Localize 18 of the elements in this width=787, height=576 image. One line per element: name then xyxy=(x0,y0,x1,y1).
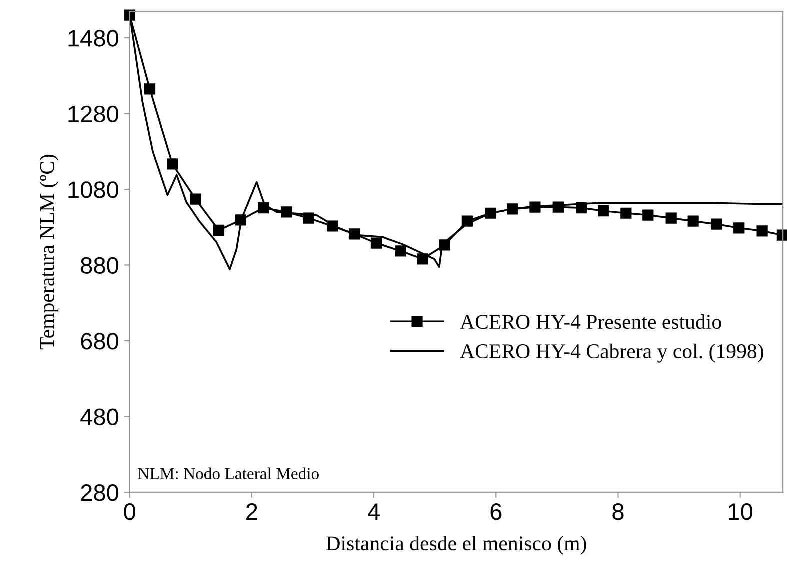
x-tick-label: 2 xyxy=(246,504,258,520)
y-tick-label: 1080 xyxy=(68,182,119,198)
x-tick-label: 0 xyxy=(124,504,136,520)
y-tick-label: 480 xyxy=(80,408,119,426)
x-tick-label: 6 xyxy=(490,504,502,520)
x-axis-title: Distancia desde el menisco (m) xyxy=(326,536,586,555)
y-tick-label: 280 xyxy=(81,484,119,502)
y-tick-label: 1480 xyxy=(68,30,119,47)
y-tick-label: 880 xyxy=(81,257,119,274)
legend-label: ACERO HY-4 Presente estudio xyxy=(460,314,722,330)
y-tick-label: 680 xyxy=(81,333,119,350)
x-tick-label: 8 xyxy=(612,504,624,520)
annotation: NLM: Nodo Lateral Medio xyxy=(138,468,319,480)
legend-label: ACERO HY-4 Cabrera y col. (1998) xyxy=(460,344,764,363)
y-axis-title: Temperatura NLM (ºC) xyxy=(40,154,59,350)
y-tick-label: 1280 xyxy=(68,106,119,123)
x-tick-label: 10 xyxy=(729,504,753,520)
x-tick-label: 4 xyxy=(368,504,380,520)
